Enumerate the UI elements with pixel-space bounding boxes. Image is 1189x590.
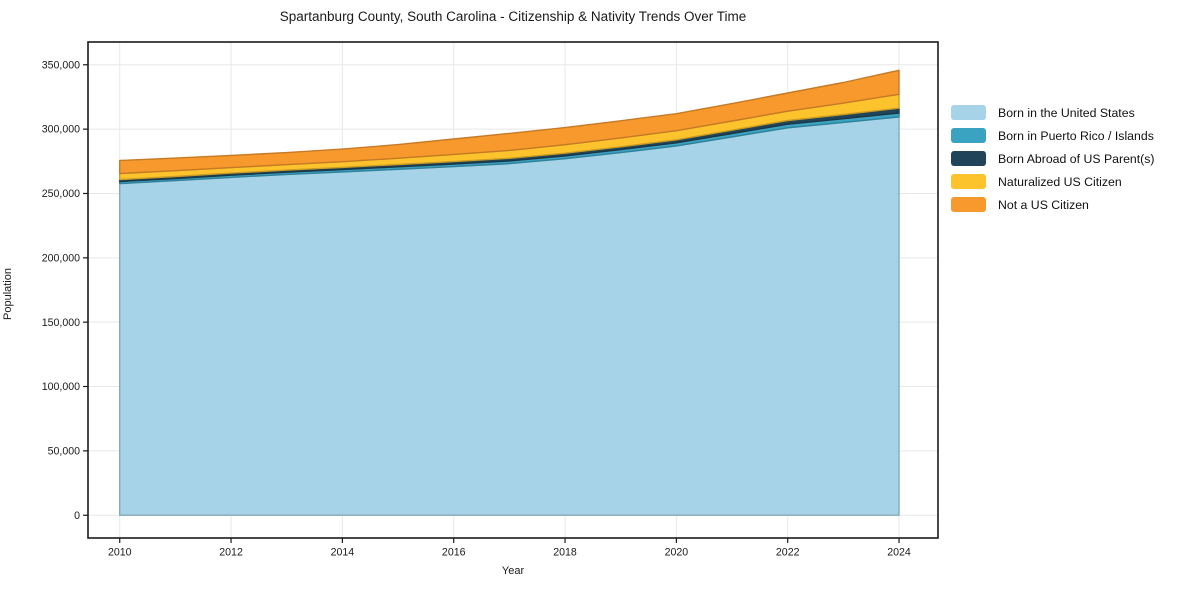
area-series	[119, 69, 900, 175]
y-tick-label: 50,000	[48, 445, 81, 457]
legend-swatch	[951, 197, 986, 212]
x-axis-label: Year	[501, 565, 525, 577]
x-tick-label: 2014	[331, 547, 355, 559]
legend-row: Not a US Citizen	[951, 197, 1155, 212]
legend-swatch	[951, 105, 986, 120]
x-tick-label: 2022	[776, 547, 800, 559]
x-tick-label: 2016	[442, 547, 466, 559]
legend-label: Not a US Citizen	[998, 197, 1089, 212]
legend-swatch	[951, 128, 986, 143]
x-tick-label: 2012	[219, 547, 243, 559]
legend: Born in the United States Born in Puerto …	[951, 105, 1155, 212]
legend-row: Born Abroad of US Parent(s)	[951, 151, 1155, 166]
legend-row: Naturalized US Citizen	[951, 174, 1155, 189]
legend-swatch	[951, 151, 986, 166]
y-tick-label: 0	[74, 510, 80, 522]
y-tick-label: 250,000	[42, 188, 80, 200]
x-tick-label: 2010	[108, 547, 132, 559]
legend-label: Born in Puerto Rico / Islands	[998, 128, 1154, 143]
y-tick-label: 350,000	[42, 59, 80, 71]
y-tick-label: 200,000	[42, 252, 80, 264]
y-tick-label: 150,000	[42, 317, 80, 329]
x-tick-label: 2020	[665, 547, 689, 559]
legend-swatch	[951, 174, 986, 189]
plot-border	[87, 41, 939, 539]
legend-row: Born in the United States	[951, 105, 1155, 120]
legend-label: Naturalized US Citizen	[998, 174, 1122, 189]
legend-label: Born Abroad of US Parent(s)	[998, 151, 1155, 166]
x-tick-label: 2024	[887, 547, 911, 559]
x-tick-label: 2018	[553, 547, 577, 559]
legend-label: Born in the United States	[998, 105, 1135, 120]
legend-row: Born in Puerto Rico / Islands	[951, 128, 1155, 143]
y-tick-label: 300,000	[42, 124, 80, 136]
y-tick-label: 100,000	[42, 381, 80, 393]
chart-title: Spartanburg County, South Carolina - Cit…	[279, 9, 747, 24]
